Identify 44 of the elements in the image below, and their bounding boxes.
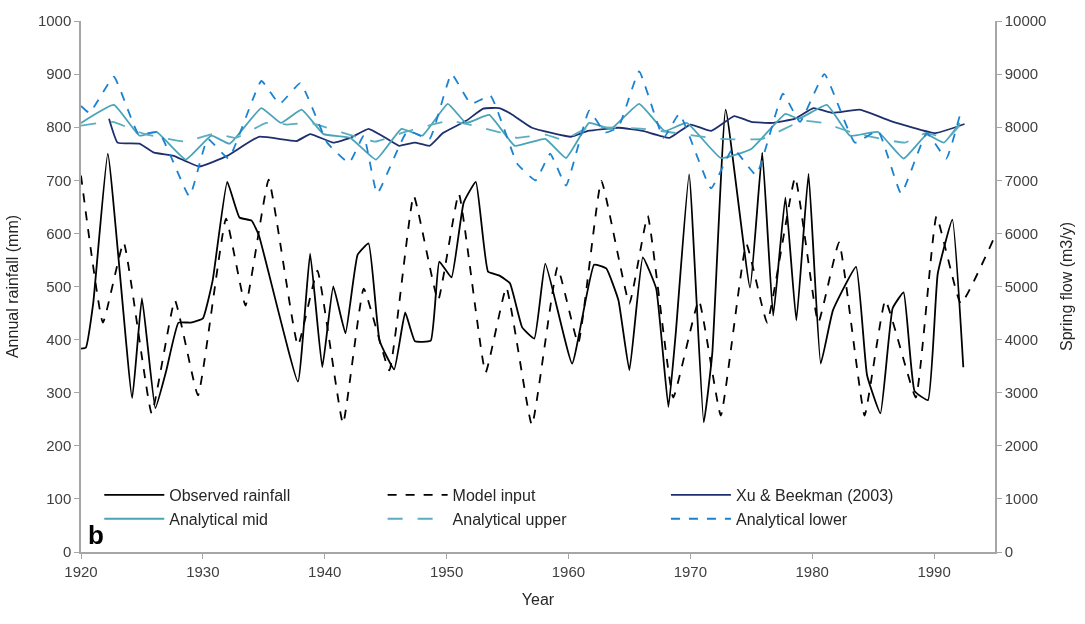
line-series: [81, 119, 961, 144]
line-series: [81, 70, 961, 198]
x-tick-label: 1930: [186, 562, 220, 580]
y-axis-title: Annual rainfall (mm): [4, 214, 22, 359]
x-axis-title: Year: [521, 590, 555, 608]
y2-tick-label: 1000: [1004, 490, 1039, 508]
line-series: [108, 107, 966, 168]
y2-tick-label: 0: [1004, 543, 1014, 561]
y2-tick-label: 9000: [1004, 65, 1039, 83]
line-series: [81, 102, 961, 161]
y-tick-label: 700: [46, 171, 72, 189]
y-tick-label: 400: [46, 330, 72, 348]
x-tick-label: 1940: [308, 562, 342, 580]
y-tick-label: 800: [46, 118, 72, 136]
y2-tick-label: 2000: [1004, 437, 1039, 455]
y-tick-label: 600: [46, 224, 72, 242]
y-tick-label: 100: [46, 490, 72, 508]
y-tick-label: 900: [46, 65, 72, 83]
legend-label: Model input: [452, 487, 536, 505]
y2-tick-label: 5000: [1004, 277, 1039, 295]
legend-label: Observed rainfall: [169, 487, 291, 505]
y2-tick-label: 6000: [1004, 224, 1039, 242]
x-tick-label: 1950: [429, 562, 464, 580]
y2-tick-label: 4000: [1004, 330, 1039, 348]
x-tick-label: 1920: [64, 562, 98, 580]
y-tick-label: 1000: [37, 12, 72, 30]
y-tick-label: 200: [46, 437, 72, 455]
y2-tick-label: 8000: [1004, 118, 1039, 136]
y-tick-label: 0: [62, 543, 72, 561]
legend-label: Xu & Beekman (2003): [735, 487, 894, 505]
y2-axis-title: Spring flow (m3/y): [1057, 222, 1075, 351]
x-tick-label: 1980: [795, 562, 829, 580]
legend-label: Analytical upper: [452, 511, 568, 529]
annotation: b: [88, 520, 104, 550]
y2-tick-label: 7000: [1004, 171, 1039, 189]
legend-label: Analytical mid: [169, 511, 268, 529]
y2-tick-label: 3000: [1004, 383, 1039, 401]
x-tick-label: 1990: [917, 562, 951, 580]
y2-tick-label: 10000: [1004, 12, 1047, 30]
x-tick-label: 1970: [673, 562, 708, 580]
x-tick-label: 1960: [551, 562, 586, 580]
y-tick-label: 300: [46, 383, 72, 401]
y-tick-label: 500: [46, 277, 72, 295]
legend-label: Analytical lower: [735, 511, 848, 529]
